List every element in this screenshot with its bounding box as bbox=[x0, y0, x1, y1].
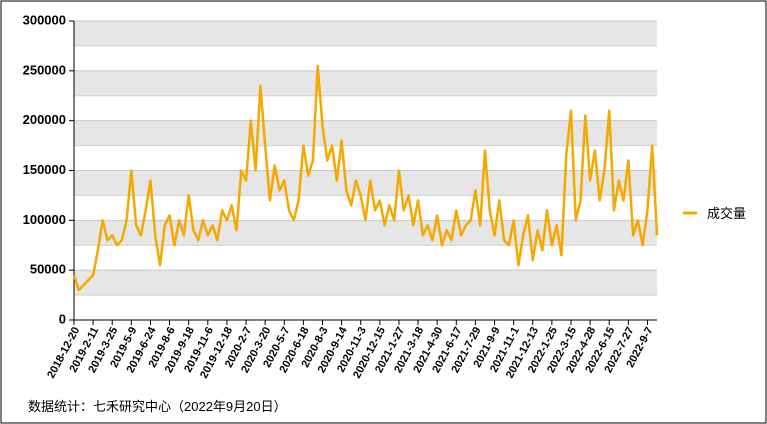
y-tick-label: 200000 bbox=[23, 112, 66, 127]
y-tick-label: 0 bbox=[59, 311, 66, 326]
legend-label: 成交量 bbox=[707, 206, 746, 221]
grid-band bbox=[74, 270, 657, 296]
y-tick-label: 100000 bbox=[23, 212, 66, 227]
y-tick-label: 250000 bbox=[23, 62, 66, 77]
y-tick-label: 150000 bbox=[23, 162, 66, 177]
footnote: 数据统计：七禾研究中心（2022年9月20日） bbox=[28, 399, 287, 414]
y-tick-label: 50000 bbox=[30, 262, 66, 277]
grid-band bbox=[74, 70, 657, 96]
data-line bbox=[72, 64, 659, 292]
grid-band bbox=[74, 220, 657, 246]
grid-band bbox=[74, 170, 657, 196]
grid-band bbox=[74, 21, 657, 46]
y-tick-label: 300000 bbox=[23, 12, 66, 27]
grid-band bbox=[74, 120, 657, 146]
